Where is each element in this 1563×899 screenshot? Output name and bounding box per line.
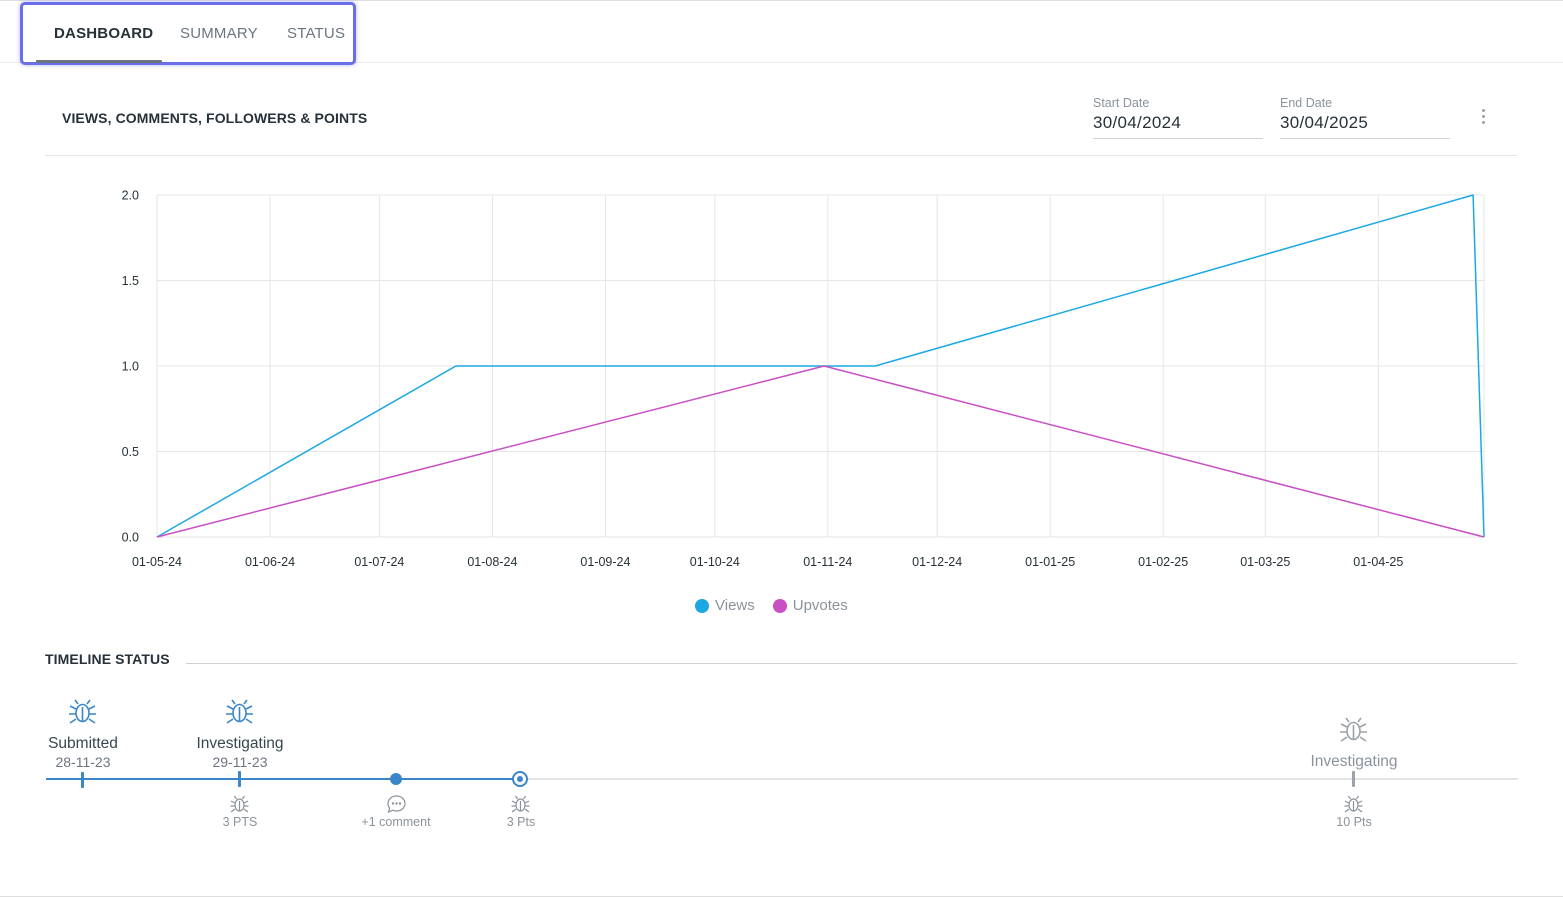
x-tick-label: 01-11-24 bbox=[803, 555, 852, 569]
bug-icon bbox=[1344, 795, 1363, 813]
y-tick-label: 0.5 bbox=[122, 445, 139, 459]
end-date-label: End Date bbox=[1280, 96, 1333, 110]
start-date-input[interactable]: 30/04/2024 bbox=[1093, 113, 1263, 139]
x-tick-label: 01-05-24 bbox=[132, 555, 182, 569]
timeline-event-date: 29-11-23 bbox=[212, 754, 268, 770]
chart-title: VIEWS, COMMENTS, FOLLOWERS & POINTS bbox=[62, 110, 368, 126]
line-chart: 0.0 0.5 1.0 1.5 2.0 01-05-24 01-06-24 01-07-24 0… bbox=[122, 189, 1485, 569]
end-date-input[interactable]: 30/04/2025 bbox=[1280, 113, 1450, 139]
bug-icon bbox=[69, 699, 96, 724]
timeline-event-comment: +1 comment bbox=[361, 815, 431, 829]
timeline-event-date: 28-11-23 bbox=[55, 754, 111, 770]
timeline-event-label: Investigating bbox=[1310, 753, 1398, 770]
bottom-border bbox=[0, 896, 1563, 897]
legend-item-views[interactable]: Views bbox=[695, 597, 755, 614]
legend-swatch-views bbox=[695, 598, 709, 613]
y-tick-label: 1.0 bbox=[122, 360, 139, 374]
active-tab-indicator bbox=[36, 60, 162, 63]
tab-bar: DASHBOARD SUMMARY STATUS bbox=[20, 2, 356, 65]
timeline-current-marker[interactable] bbox=[512, 771, 528, 787]
timeline-marker[interactable] bbox=[1352, 771, 1355, 787]
start-date-label: Start Date bbox=[1093, 96, 1150, 110]
y-tick-label: 1.5 bbox=[122, 274, 139, 288]
y-tick-label: 2.0 bbox=[122, 189, 139, 203]
timeline-event-label: Submitted bbox=[48, 735, 118, 752]
timeline-header-line bbox=[186, 663, 1517, 664]
header-divider bbox=[45, 155, 1517, 156]
more-vertical-icon[interactable] bbox=[1474, 106, 1492, 132]
legend-label-views: Views bbox=[715, 597, 755, 614]
x-tick-label: 01-10-24 bbox=[690, 555, 740, 569]
bug-icon bbox=[511, 795, 530, 813]
timeline-track bbox=[46, 778, 1518, 780]
comment-icon bbox=[387, 795, 406, 814]
x-tick-label: 01-07-24 bbox=[354, 555, 404, 569]
timeline-event-label: Investigating bbox=[196, 735, 284, 752]
bug-icon bbox=[230, 795, 249, 813]
tab-dashboard[interactable]: DASHBOARD bbox=[54, 25, 154, 42]
series-line-views bbox=[156, 194, 1485, 538]
series-line-upvotes bbox=[156, 365, 1485, 538]
x-tick-label: 01-04-25 bbox=[1353, 555, 1403, 569]
timeline-progress bbox=[46, 778, 521, 780]
x-tick-label: 01-08-24 bbox=[467, 555, 517, 569]
timeline-marker[interactable] bbox=[238, 771, 241, 787]
top-border bbox=[0, 0, 1563, 1]
x-tick-label: 01-12-24 bbox=[912, 555, 962, 569]
tabs-underline bbox=[0, 62, 1563, 63]
end-date-field[interactable]: End Date 30/04/2025 bbox=[1280, 96, 1450, 139]
timeline-event-points: 3 Pts bbox=[506, 815, 536, 829]
x-tick-label: 01-06-24 bbox=[245, 555, 295, 569]
tab-summary[interactable]: SUMMARY bbox=[180, 25, 258, 42]
bug-icon bbox=[1340, 717, 1367, 742]
x-tick-label: 01-03-25 bbox=[1240, 555, 1290, 569]
x-tick-label: 01-02-25 bbox=[1138, 555, 1188, 569]
tab-status[interactable]: STATUS bbox=[287, 25, 346, 42]
start-date-field[interactable]: Start Date 30/04/2024 bbox=[1093, 96, 1263, 139]
legend-label-upvotes: Upvotes bbox=[792, 597, 848, 614]
x-tick-label: 01-01-25 bbox=[1025, 555, 1075, 569]
legend-swatch-upvotes bbox=[772, 598, 787, 613]
timeline-event-points: 10 Pts bbox=[1336, 815, 1372, 829]
timeline-marker[interactable] bbox=[390, 773, 402, 785]
timeline-marker[interactable] bbox=[81, 772, 84, 788]
y-tick-label: 0.0 bbox=[122, 531, 139, 545]
timeline-event-points: 3 PTS bbox=[222, 815, 258, 829]
x-tick-label: 01-09-24 bbox=[580, 555, 630, 569]
chart-legend: Views Upvotes bbox=[695, 597, 866, 614]
bug-icon bbox=[226, 699, 253, 724]
legend-item-upvotes[interactable]: Upvotes bbox=[772, 597, 848, 614]
timeline-title: TIMELINE STATUS bbox=[45, 651, 170, 667]
